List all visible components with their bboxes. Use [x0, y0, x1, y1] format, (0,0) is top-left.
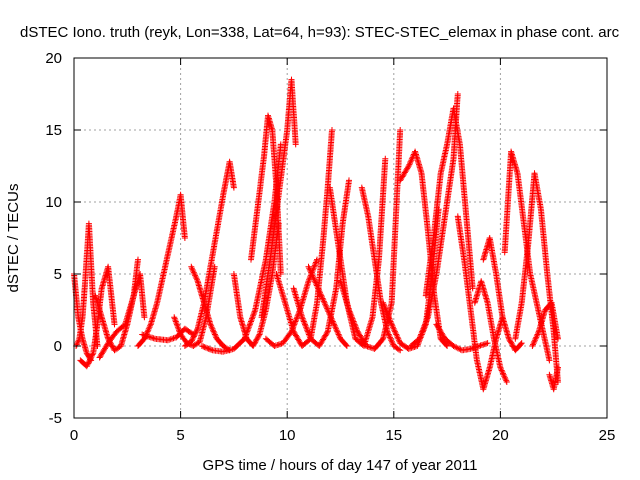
data-series: [480, 235, 525, 354]
x-tick-label: 25: [599, 427, 616, 444]
series-markers: [188, 263, 233, 354]
y-tick-label: 5: [54, 266, 62, 283]
data-series: [96, 271, 148, 361]
data-series: [433, 321, 491, 354]
x-tick-label: 10: [279, 427, 296, 444]
series-markers: [546, 364, 561, 393]
data-series: [529, 299, 561, 349]
x-tick-label: 0: [70, 427, 78, 444]
y-tick-label: -5: [49, 410, 62, 427]
data-series: [188, 263, 233, 354]
x-tick-label: 15: [385, 427, 402, 444]
series-markers: [135, 191, 188, 349]
y-axis-label: dSTEC / TECUs: [5, 184, 22, 293]
x-tick-label: 5: [176, 427, 184, 444]
series-markers: [529, 299, 561, 349]
data-series: [471, 278, 510, 385]
data-series: [273, 127, 335, 349]
series-markers: [258, 76, 299, 321]
series-markers: [512, 170, 561, 385]
data-series: [305, 263, 350, 349]
y-tick-label: 10: [45, 194, 62, 211]
series-markers: [433, 321, 491, 354]
series-markers: [337, 127, 404, 352]
series-markers: [480, 235, 525, 354]
data-series: [230, 220, 282, 349]
series-markers: [230, 220, 282, 349]
series-markers: [326, 155, 389, 349]
data-series: [546, 364, 561, 393]
data-series: [422, 105, 476, 299]
y-tick-label: 20: [45, 50, 62, 67]
y-tick-label: 15: [45, 122, 62, 139]
series-markers: [171, 263, 218, 349]
data-series: [326, 155, 389, 349]
series-markers: [96, 271, 148, 361]
series-markers: [358, 184, 404, 354]
series-markers: [471, 278, 510, 385]
data-series: [77, 263, 118, 370]
plot-frame: [73, 57, 608, 419]
x-tick-label: 20: [492, 427, 509, 444]
series-markers: [305, 263, 350, 349]
data-series: [171, 263, 218, 349]
x-axis-ticks: 0 5 10 15 20 25: [70, 58, 616, 444]
data-series: [337, 127, 404, 352]
x-axis-label: GPS time / hours of day 147 of year 2011: [203, 457, 478, 474]
series-markers: [422, 105, 476, 299]
data-series: [358, 184, 404, 354]
data-series: [258, 76, 299, 321]
data-series: [512, 170, 561, 385]
data-points: [71, 76, 561, 393]
data-series: [135, 191, 188, 349]
series-markers: [77, 263, 118, 370]
series-markers: [273, 127, 335, 349]
y-axis-ticks: -5 0 5 10 15 20: [45, 50, 607, 427]
y-tick-label: 0: [54, 338, 62, 355]
chart-title: dSTEC Iono. truth (reyk, Lon=338, Lat=64…: [20, 24, 620, 41]
